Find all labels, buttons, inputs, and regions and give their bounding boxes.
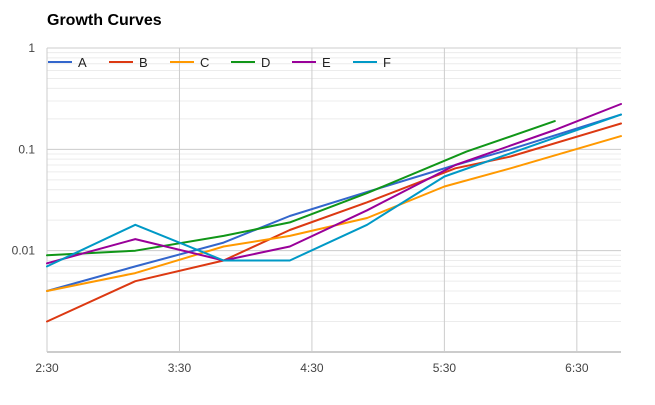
x-tick-label: 3:30 [168,361,192,375]
series-lines [46,103,622,323]
legend-label-b: B [139,55,148,70]
legend-label-a: A [78,55,87,70]
legend-label-e: E [322,55,331,70]
legend-label-c: C [200,55,209,70]
major-gridlines [47,47,621,353]
y-tick-label: 0.1 [18,142,35,156]
vertical-gridlines [46,48,578,352]
chart-title: Growth Curves [47,12,162,29]
axis-tick-labels: 0.01 0.1 1 2:30 3:30 4:30 5:30 6:30 [12,41,589,375]
x-tick-label: 6:30 [565,361,589,375]
series-line-e [46,103,622,265]
series-line-d [46,120,556,257]
x-tick-label: 4:30 [300,361,324,375]
y-tick-label: 1 [28,41,35,55]
series-line-f [46,113,622,268]
x-tick-label: 5:30 [433,361,457,375]
legend-label-d: D [261,55,270,70]
series-line-b [46,122,622,323]
legend: A B C D E F [48,55,391,70]
legend-label-f: F [383,55,391,70]
series-line-a [46,113,622,292]
x-tick-label: 2:30 [35,361,59,375]
series-line-c [46,135,622,292]
y-tick-label: 0.01 [12,244,36,258]
